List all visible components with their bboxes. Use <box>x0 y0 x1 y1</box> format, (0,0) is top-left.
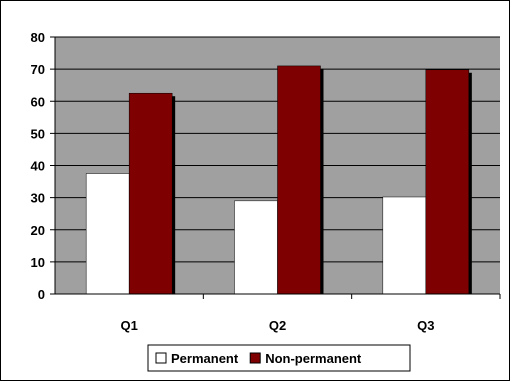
x-tick-label: Q1 <box>120 318 137 333</box>
legend-label: Non-permanent <box>265 351 362 366</box>
bar-non-permanent-q1 <box>128 92 173 295</box>
bar-permanent-q3 <box>382 196 427 295</box>
legend-swatch-permanent <box>155 352 167 364</box>
axes: 0 10 20 30 40 50 60 70 80 Q1 Q2 Q3 <box>31 30 501 333</box>
legend: Permanent Non-permanent <box>147 344 411 372</box>
y-tick-label: 60 <box>31 94 45 109</box>
y-tick-label: 80 <box>31 30 45 45</box>
bar-permanent-q2 <box>234 200 278 295</box>
legend-box <box>147 344 411 372</box>
y-tick-label: 30 <box>31 191 45 206</box>
bars <box>85 65 472 295</box>
y-tick-label: 70 <box>31 62 45 77</box>
legend-swatch-non-permanent <box>249 352 261 364</box>
x-tick-label: Q3 <box>417 318 434 333</box>
x-tick-label: Q2 <box>269 318 286 333</box>
y-tick-label: 10 <box>31 255 45 270</box>
y-tick-label: 0 <box>38 287 45 302</box>
legend-label: Permanent <box>171 351 239 366</box>
y-tick-label: 50 <box>31 126 45 141</box>
bar-non-permanent-q2 <box>277 65 321 295</box>
y-tick-label: 20 <box>31 223 45 238</box>
y-tick-label: 40 <box>31 159 45 174</box>
bar-permanent-q1 <box>85 173 130 295</box>
bar-non-permanent-q3 <box>425 69 470 295</box>
